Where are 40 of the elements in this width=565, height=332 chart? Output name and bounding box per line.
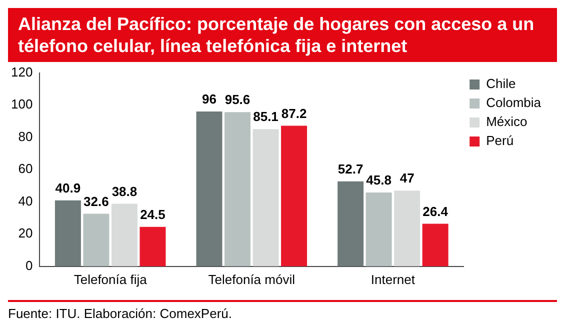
data-label: 96 [202,92,216,107]
legend-label: Chile [486,76,516,92]
bar [394,190,420,266]
bar [140,226,166,266]
bar [366,192,392,266]
bar [281,126,308,266]
data-label: 40.9 [55,180,81,196]
chart-title: Alianza del Pacífico: porcentaje de hogares con acceso a un télefono celular, línea telefónica fija e internet [8,8,557,62]
bar [196,112,222,266]
data-label: 38.8 [112,184,138,199]
bar [54,200,81,266]
data-label: 87.2 [281,106,307,121]
y-tick-label: 40 [18,193,33,208]
data-label: 24.5 [140,206,166,222]
bar [224,112,251,266]
y-tick-label: 0 [25,258,33,273]
bar [252,129,279,266]
y-tick-label: 20 [18,226,33,241]
data-label: 32.6 [84,194,109,209]
data-label: 26.4 [422,204,449,219]
data-label: 45.8 [366,172,392,188]
bar [422,224,448,266]
data-label: 85.1 [253,109,278,124]
data-label: 95.6 [224,92,250,108]
x-tick-label: Telefonía fija [74,272,148,287]
y-tick-label: 60 [18,161,33,176]
x-tick-label: Telefonía móvil [208,272,296,287]
y-tick-label: 120 [10,64,33,80]
source-note: Fuente: ITU. Elaboración: ComexPerú. [8,306,233,321]
data-label: 52.7 [338,161,364,176]
legend-label: México [486,114,528,130]
x-tick-label: Internet [370,272,416,287]
y-tick-label: 80 [18,128,33,144]
legend-label: Perú [486,133,514,148]
legend-label: Colombia [486,95,542,110]
y-tick-label: 100 [10,96,33,112]
bar [83,214,110,266]
data-label: 47 [400,170,414,186]
bar [111,204,138,266]
bar [338,181,364,266]
